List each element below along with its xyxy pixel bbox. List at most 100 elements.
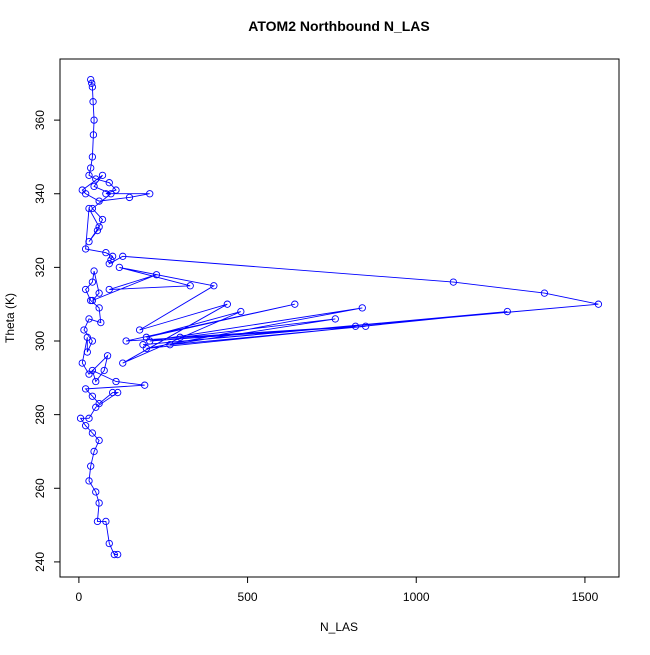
data-point bbox=[210, 282, 218, 290]
data-point bbox=[112, 377, 120, 386]
data-point bbox=[108, 252, 117, 260]
data-point bbox=[503, 307, 511, 316]
data-point bbox=[81, 245, 90, 253]
data-point bbox=[88, 83, 97, 91]
data-point bbox=[351, 322, 360, 330]
data-point bbox=[102, 517, 110, 526]
x-tick-label: 1000 bbox=[403, 590, 430, 604]
data-point bbox=[142, 333, 151, 341]
data-point bbox=[114, 550, 122, 559]
data-point bbox=[594, 300, 603, 308]
y-tick-label: 240 bbox=[33, 552, 47, 572]
data-point bbox=[95, 304, 103, 312]
data-point bbox=[95, 499, 103, 507]
y-tick-label: 300 bbox=[33, 331, 47, 351]
data-point bbox=[90, 116, 98, 124]
data-point bbox=[88, 153, 97, 161]
data-point bbox=[176, 333, 184, 341]
x-tick-label: 500 bbox=[238, 590, 258, 604]
data-point bbox=[105, 539, 113, 548]
x-axis-label: N_LAS bbox=[320, 620, 358, 634]
data-point bbox=[88, 337, 97, 345]
y-tick-label: 360 bbox=[33, 110, 47, 130]
data-point bbox=[141, 381, 149, 389]
data-point bbox=[108, 388, 117, 397]
series-line bbox=[79, 79, 599, 555]
data-point bbox=[85, 237, 93, 246]
data-point bbox=[112, 186, 120, 194]
data-point bbox=[107, 256, 115, 264]
data-point bbox=[142, 344, 151, 353]
data-point bbox=[125, 193, 134, 202]
data-point bbox=[88, 366, 97, 375]
data-point bbox=[102, 249, 110, 257]
data-point bbox=[98, 171, 107, 179]
y-tick-label: 340 bbox=[33, 183, 47, 203]
data-point bbox=[89, 98, 97, 106]
data-point bbox=[114, 388, 122, 397]
data-point bbox=[95, 289, 103, 297]
data-point bbox=[146, 190, 154, 198]
data-point bbox=[85, 414, 93, 422]
data-point bbox=[135, 326, 144, 334]
data-point bbox=[119, 359, 127, 367]
y-tick-label: 280 bbox=[33, 404, 47, 424]
data-point bbox=[449, 278, 458, 286]
data-point bbox=[87, 75, 95, 84]
data-point bbox=[76, 414, 85, 422]
data-point bbox=[95, 197, 103, 205]
data-point bbox=[78, 186, 86, 194]
data-point bbox=[90, 267, 98, 275]
chart-title: ATOM2 Northbound N_LAS bbox=[248, 18, 429, 34]
data-point bbox=[92, 175, 100, 183]
data-point bbox=[92, 377, 100, 386]
data-point bbox=[540, 289, 549, 297]
data-point bbox=[98, 215, 107, 224]
data-point bbox=[88, 429, 97, 437]
data-point bbox=[85, 315, 93, 323]
data-point bbox=[237, 307, 245, 316]
x-tick-label: 1500 bbox=[572, 590, 599, 604]
data-point bbox=[89, 131, 98, 139]
data-point bbox=[93, 226, 102, 235]
data-point bbox=[87, 462, 95, 470]
data-point bbox=[83, 333, 91, 341]
data-point bbox=[85, 171, 93, 179]
data-point bbox=[92, 403, 100, 411]
data-point bbox=[358, 304, 366, 312]
data-point bbox=[103, 352, 112, 360]
x-tick-label: 0 bbox=[76, 590, 83, 604]
data-point bbox=[95, 436, 103, 445]
data-point bbox=[102, 190, 110, 198]
data-point bbox=[331, 315, 339, 323]
data-point bbox=[107, 190, 115, 198]
data-point bbox=[83, 348, 91, 356]
plot-frame bbox=[59, 58, 620, 578]
data-point bbox=[85, 204, 93, 213]
data-point bbox=[88, 278, 97, 286]
y-tick-label: 320 bbox=[33, 257, 47, 277]
data-point bbox=[81, 285, 90, 294]
y-axis-label: Theta (K) bbox=[3, 293, 17, 343]
data-point bbox=[361, 322, 370, 330]
data-point bbox=[81, 385, 90, 393]
data-point bbox=[119, 252, 127, 260]
data-point bbox=[85, 477, 93, 485]
data-point bbox=[186, 282, 194, 290]
data-point bbox=[95, 223, 103, 231]
data-point bbox=[105, 285, 113, 294]
data-point bbox=[105, 179, 113, 187]
data-point bbox=[90, 182, 98, 191]
data-point bbox=[88, 79, 96, 87]
data-point bbox=[122, 337, 130, 345]
data-point bbox=[92, 488, 100, 496]
y-tick-label: 260 bbox=[33, 478, 47, 498]
data-point bbox=[87, 296, 95, 305]
data-point bbox=[97, 318, 105, 327]
data-point bbox=[291, 300, 299, 308]
data-point bbox=[115, 263, 124, 272]
data-point bbox=[100, 366, 108, 375]
data-point bbox=[78, 359, 86, 367]
data-point bbox=[166, 341, 174, 349]
